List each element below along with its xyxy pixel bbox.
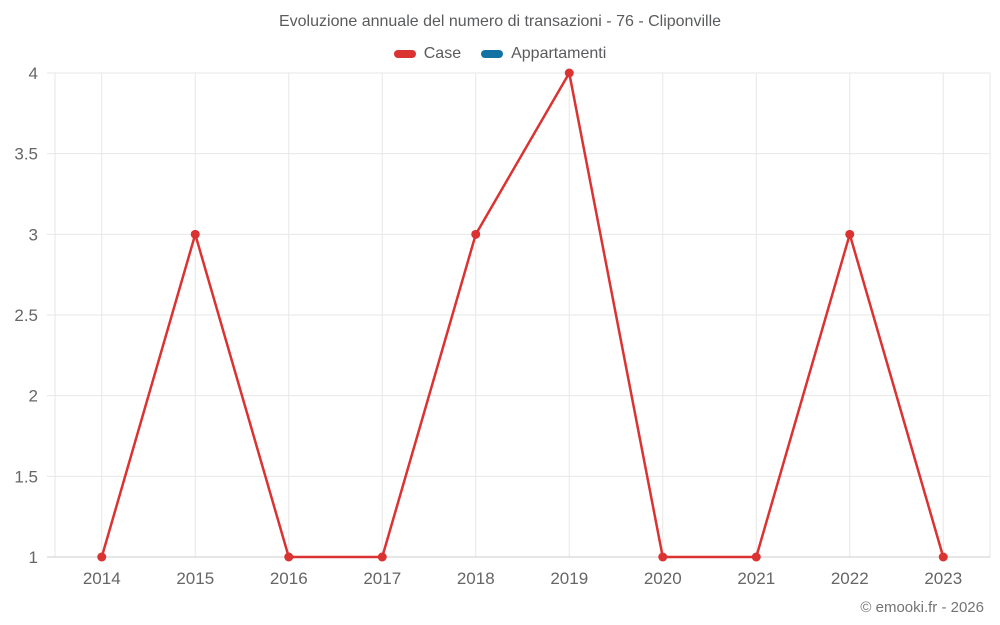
y-axis-label: 1.5 (14, 467, 38, 486)
y-axis-label: 1 (29, 548, 38, 567)
legend-swatch-case (393, 50, 416, 58)
legend-label-case: Case (423, 45, 462, 62)
legend: Case Appartamenti (0, 45, 1000, 63)
x-axis-label: 2016 (270, 569, 308, 588)
x-axis-label: 2022 (831, 569, 869, 588)
data-point-case[interactable] (471, 229, 481, 239)
data-point-case[interactable] (845, 229, 855, 239)
data-point-case[interactable] (377, 552, 387, 562)
data-point-case[interactable] (564, 68, 574, 78)
legend-item-appartamenti[interactable]: Appartamenti (481, 45, 606, 63)
y-axis-label: 2 (29, 387, 38, 406)
data-point-case[interactable] (938, 552, 948, 562)
footer-credit: © emooki.fr - 2026 (860, 599, 984, 616)
data-point-case[interactable] (190, 229, 200, 239)
chart-title: Evoluzione annuale del numero di transaz… (278, 13, 722, 30)
y-axis-label: 4 (29, 64, 38, 83)
legend-label-appartamenti: Appartamenti (511, 45, 607, 62)
x-axis-label: 2015 (176, 569, 214, 588)
y-axis-label: 3 (29, 225, 38, 244)
x-axis-label: 2017 (363, 569, 401, 588)
legend-swatch-appartamenti (481, 50, 504, 58)
x-axis-label: 2014 (83, 569, 121, 588)
legend-item-case[interactable]: Case (393, 45, 462, 63)
series-line-case (100, 71, 945, 559)
x-axis-label: 2018 (457, 569, 495, 588)
data-point-case[interactable] (97, 552, 107, 562)
x-axis-label: 2019 (550, 569, 588, 588)
y-axis-label: 2.5 (14, 306, 38, 325)
y-axis-label: 3.5 (14, 145, 38, 164)
data-point-case[interactable] (284, 552, 294, 562)
data-point-case[interactable] (658, 552, 668, 562)
x-axis-label: 2020 (644, 569, 682, 588)
x-axis-label: 2021 (737, 569, 775, 588)
x-axis-label: 2023 (924, 569, 962, 588)
data-point-case[interactable] (751, 552, 761, 562)
